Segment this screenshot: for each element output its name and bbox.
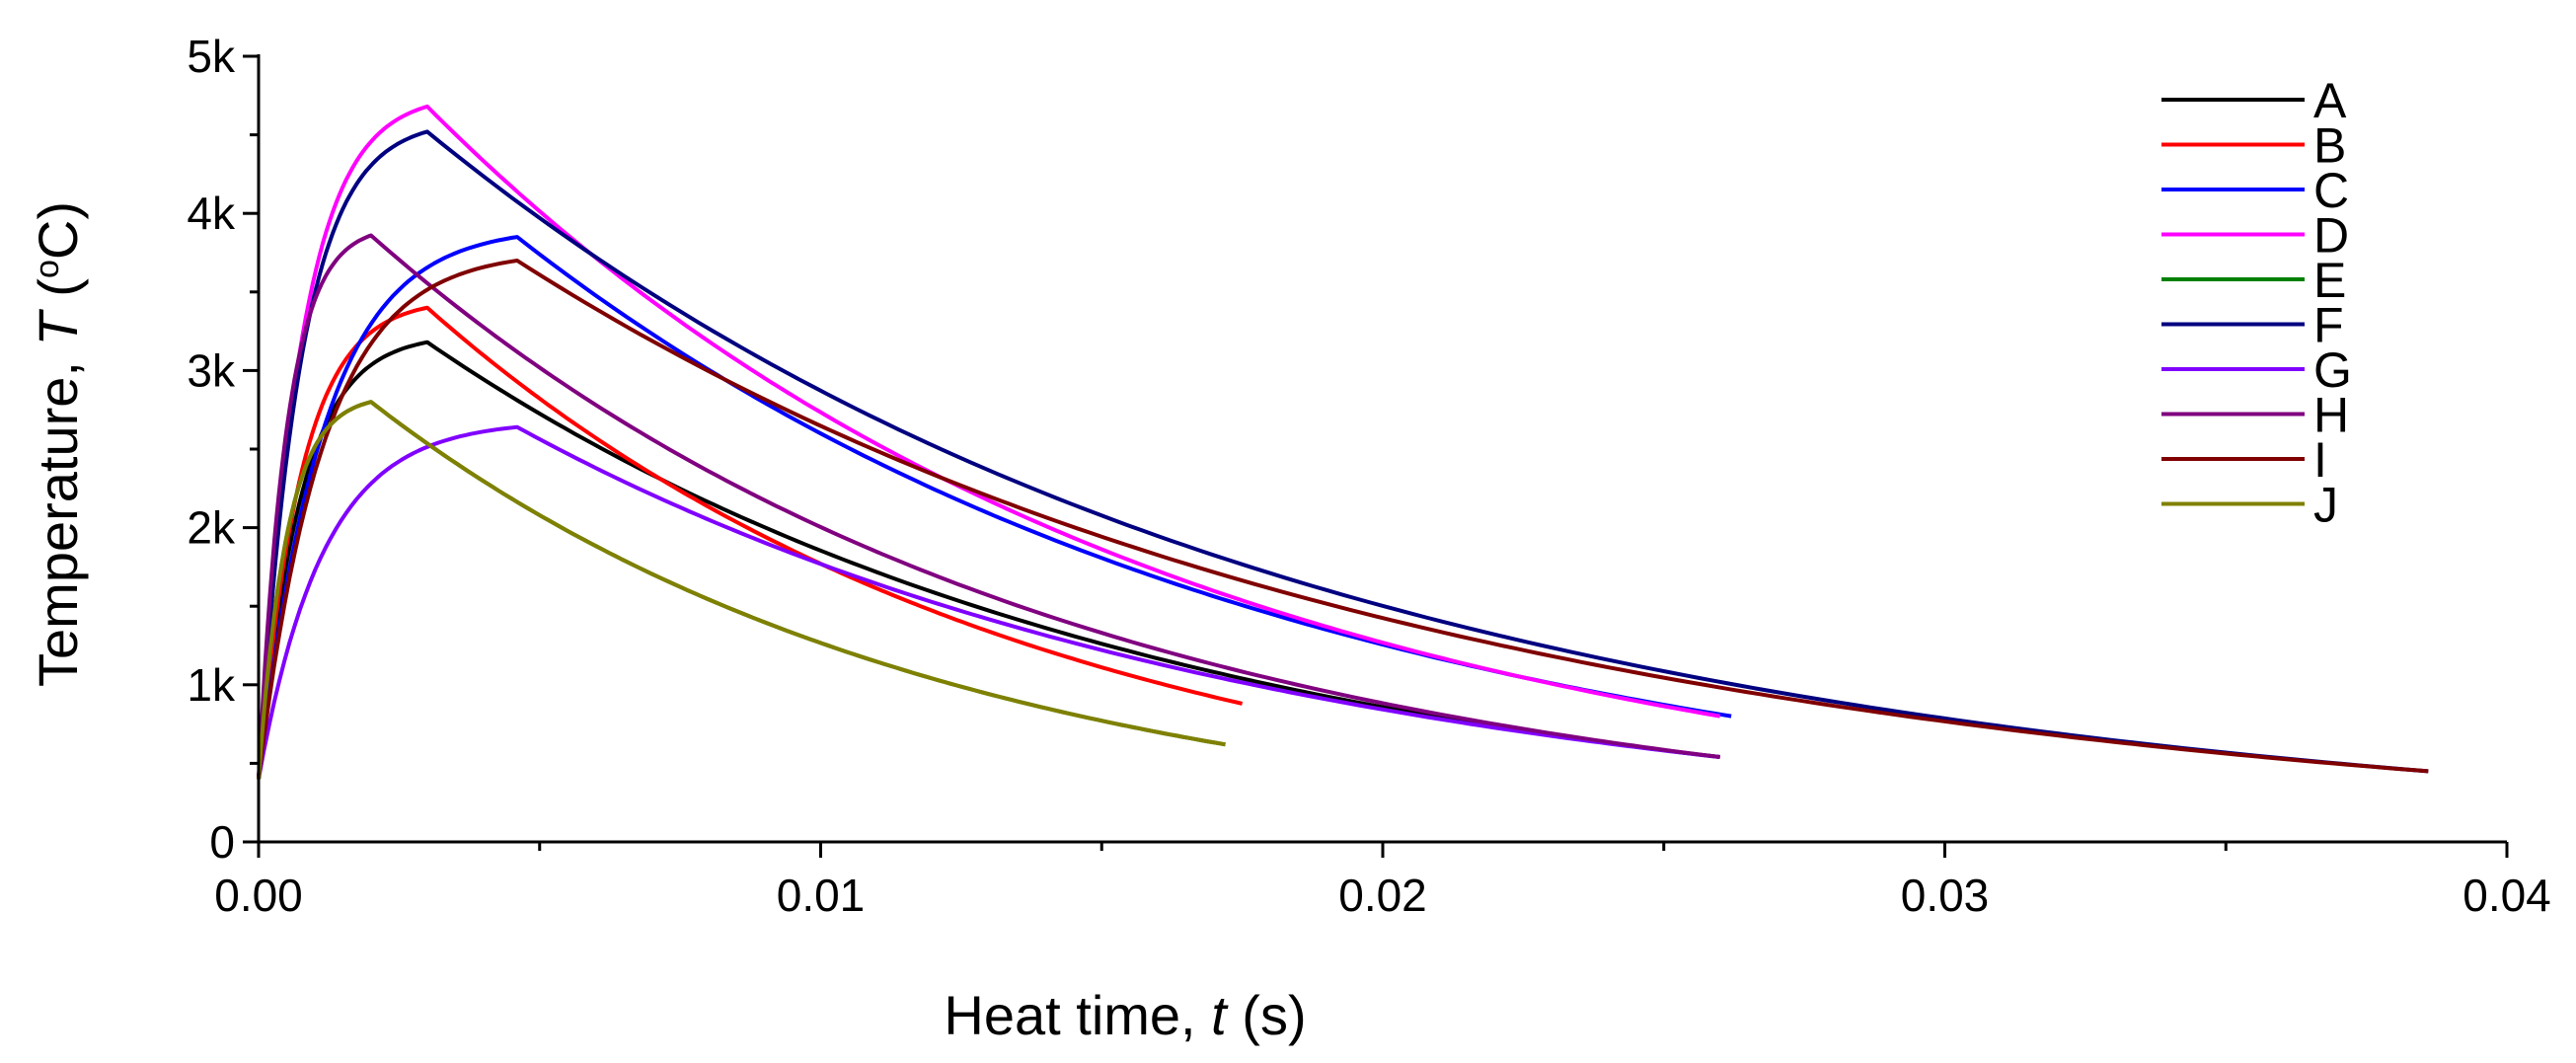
legend-label-a: A xyxy=(2313,73,2347,128)
series-line-j xyxy=(257,400,1226,780)
legend-label-e: E xyxy=(2313,253,2346,308)
legend-label-h: H xyxy=(2313,388,2349,443)
x-tick-label: 0.01 xyxy=(777,870,866,921)
x-axis-title: Heat time, t (s) xyxy=(944,984,1306,1046)
x-tick-label: 0.00 xyxy=(214,870,303,921)
axes-layer: 0 1k 2k 3k 4k 5k 0.00 0.01 0.02 0.03 0.04 xyxy=(187,31,2550,921)
legend-label-d: D xyxy=(2313,208,2349,264)
legend-label-f: F xyxy=(2313,298,2344,353)
series-line-h xyxy=(257,233,1720,780)
y-tick-label: 5k xyxy=(187,31,236,82)
legend-label-g: G xyxy=(2313,342,2352,398)
x-tick-label: 0.02 xyxy=(1338,870,1427,921)
series-line-d xyxy=(257,104,1721,780)
y-tick-label: 3k xyxy=(187,344,236,396)
y-tick-label: 2k xyxy=(187,502,236,554)
legend-label-c: C xyxy=(2313,163,2349,218)
series-line-g xyxy=(257,424,1720,780)
y-tick-label: 1k xyxy=(187,659,236,711)
legend-label-j: J xyxy=(2313,478,2338,533)
y-axis-title: Temperature, T (oC) xyxy=(27,201,89,687)
series-line-c xyxy=(257,235,1732,780)
legend-label-i: I xyxy=(2313,432,2327,488)
x-tick-label: 0.04 xyxy=(2462,870,2551,921)
series-layer xyxy=(257,104,2429,780)
y-tick-label: 4k xyxy=(187,188,236,239)
y-tick-label: 0 xyxy=(209,816,235,868)
series-line-b xyxy=(257,305,1244,780)
series-line-a xyxy=(257,340,1720,780)
series-line-i xyxy=(257,259,2429,780)
series-line-f xyxy=(257,129,2429,780)
x-tick-label: 0.03 xyxy=(1901,870,1990,921)
legend-label-b: B xyxy=(2313,118,2346,174)
